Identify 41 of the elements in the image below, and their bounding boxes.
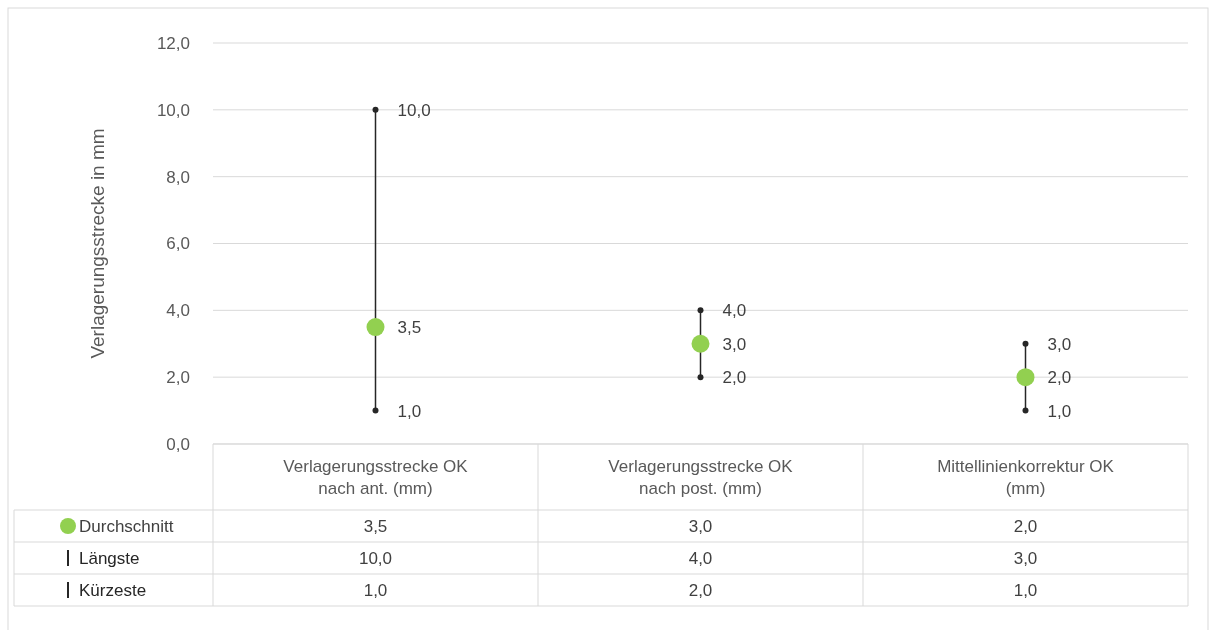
legend-label: Längste — [79, 548, 140, 568]
x-tick-label: Mittellinienkorrektur OK (mm) — [937, 456, 1115, 498]
point — [697, 307, 704, 314]
text: 1,0 — [397, 401, 422, 421]
x-tick-label: Verlagerungsstrecke OK nach post. (mm) — [608, 456, 794, 498]
point — [1022, 340, 1029, 347]
point — [372, 106, 379, 113]
point — [366, 318, 385, 337]
text: 2,0 — [1047, 368, 1072, 388]
text: 4,0 — [722, 301, 747, 321]
y-tick-label: 12,0 — [156, 33, 190, 53]
text: 3,0 — [722, 334, 747, 354]
text: 3,0 — [1047, 334, 1072, 354]
data-label: 3,0 — [1013, 548, 1038, 568]
x-tick-label: Verlagerungsstrecke OK nach ant. (mm) — [283, 456, 469, 498]
y-tick-label: 8,0 — [166, 167, 190, 187]
y-tick-label: 10,0 — [156, 100, 190, 120]
point — [372, 407, 379, 414]
y-tick-label: 4,0 — [166, 301, 190, 321]
point — [1022, 407, 1029, 414]
y-axis-title: Verlagerungsstrecke in mm — [87, 128, 108, 359]
y-tick-label: 0,0 — [166, 434, 190, 454]
text: 3,5 — [397, 317, 422, 337]
data-label: 1,0 — [363, 580, 388, 600]
data-label: 3,5 — [363, 516, 388, 536]
data-label: 2,0 — [688, 580, 713, 600]
point — [691, 334, 710, 353]
y-tick-label: 6,0 — [166, 234, 190, 254]
data-label: 2,0 — [1013, 516, 1038, 536]
legend-label: Kürzeste — [79, 580, 147, 600]
text: 1,0 — [1047, 401, 1072, 421]
text: 2,0 — [722, 368, 747, 388]
legend-label: Durchschnitt — [79, 516, 174, 536]
text: 10,0 — [397, 100, 431, 120]
point — [697, 374, 704, 381]
point — [1016, 368, 1035, 387]
data-label: 3,0 — [688, 516, 713, 536]
y-tick-label: 2,0 — [166, 368, 190, 388]
data-label: 4,0 — [688, 548, 713, 568]
data-label: 1,0 — [1013, 580, 1038, 600]
data-label: 10,0 — [358, 548, 393, 568]
